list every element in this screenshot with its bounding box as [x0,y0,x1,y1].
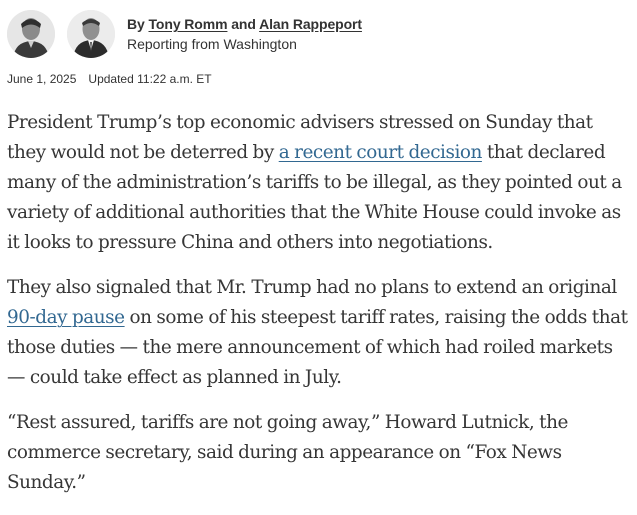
author-avatar-tony-romm[interactable] [7,10,55,58]
article-paragraph: President Trump’s top economic advisers … [7,108,632,258]
author-link-alan-rappeport[interactable]: Alan Rappeport [259,16,362,32]
court-decision-link[interactable]: a recent court decision [278,142,483,163]
updated-time: Updated 11:22 a.m. ET [88,72,212,86]
byline-conjunction: and [231,16,256,32]
publish-date: June 1, 2025 [7,72,77,86]
author-link-tony-romm[interactable]: Tony Romm [148,16,228,32]
paragraph-text: on some of his steepest tariff rates, ra… [7,307,628,388]
dateline: June 1, 2025 Updated 11:22 a.m. ET [7,72,212,86]
reporting-location: Reporting from Washington [127,36,297,52]
byline-text: By Tony Romm and Alan Rappeport Reportin… [127,14,362,54]
article-paragraph: “Rest assured, tariffs are not going awa… [7,412,568,493]
paragraph-text: that declared many of the administration… [7,142,622,253]
paragraph-text: They also signaled that Mr. Trump had no… [7,277,617,298]
author-avatar-alan-rappeport[interactable] [67,10,115,58]
byline: By Tony Romm and Alan Rappeport Reportin… [7,10,362,58]
ninety-day-pause-link[interactable]: 90-day pause [7,307,125,328]
article-body: President Trump’s top economic advisers … [7,108,632,513]
byline-authors: By Tony Romm and Alan Rappeport [127,14,362,34]
article-paragraph: They also signaled that Mr. Trump had no… [7,273,632,393]
paragraph-text: President Trump’s top economic advisers … [7,112,593,163]
byline-prefix: By [127,16,145,32]
